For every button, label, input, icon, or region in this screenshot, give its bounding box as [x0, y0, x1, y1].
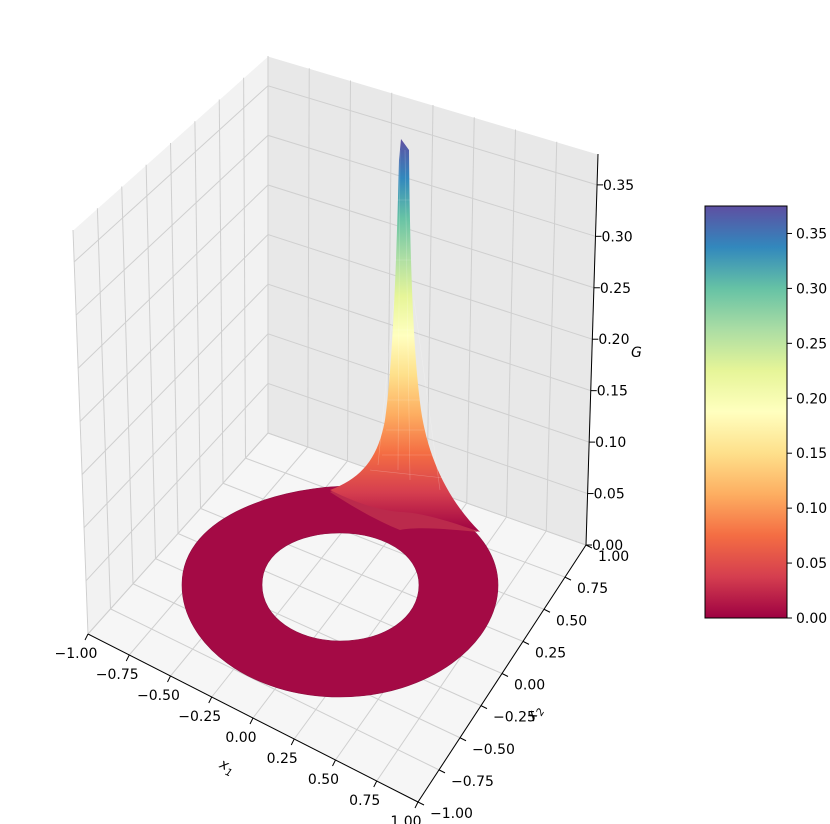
y-tick-labels: −1.00 −0.75 −0.50 −0.25 0.00 0.25 0.50 0.75 1.00	[430, 549, 629, 822]
z-axis-label: G	[631, 345, 642, 361]
x-tick-mark	[332, 759, 336, 767]
colorbar-tick-label: 0.25	[796, 336, 827, 352]
z-tick-label: 0.35	[603, 178, 634, 194]
y-tick-label: −1.00	[430, 806, 473, 822]
y-grid-line	[170, 142, 179, 534]
x-tick-label: −0.50	[137, 688, 180, 704]
x-tick-label: 0.25	[267, 751, 298, 767]
y-tick-mark	[459, 737, 467, 742]
x-tick-labels: −1.00 −0.75 −0.50 −0.250.00 0.25 0.50 0.75 1.00	[55, 646, 422, 824]
x-tick-mark	[84, 633, 89, 641]
z-axis-line	[585, 153, 599, 546]
x-tick-label: −1.00	[55, 646, 98, 662]
x-tick-label: 1.00	[390, 814, 421, 824]
y-tick-mark	[480, 705, 488, 710]
x-grid-line	[426, 104, 434, 490]
x-tick-mark	[414, 801, 419, 809]
x-grid-line	[506, 129, 516, 518]
x-tick-label: 0.75	[349, 793, 380, 809]
z-grid-line	[81, 283, 591, 475]
x-tick-mark	[249, 717, 254, 725]
y-tick-mark	[543, 608, 551, 613]
y-tick-label: −0.75	[451, 774, 494, 790]
x-tick-mark	[290, 738, 295, 746]
z-tick-label: 0.20	[598, 332, 629, 348]
x-grid-line	[545, 141, 558, 532]
x-tick-mark	[208, 696, 213, 704]
z-tick-label: 0.25	[600, 281, 631, 297]
z-grid-line	[79, 234, 593, 422]
y-tick-label: 0.00	[514, 678, 545, 694]
z-grid-line	[85, 382, 588, 582]
colorbar: 0.00 0.05 0.10 0.15 0.20 0.25 0.30 0.35	[704, 205, 827, 627]
x-tick-label: 0.50	[308, 772, 339, 788]
y-grid-line	[243, 77, 246, 459]
y-tick-mark	[417, 801, 425, 806]
y-tick-mark	[522, 640, 530, 645]
annulus-surface	[181, 485, 499, 698]
y-grid-line	[121, 186, 134, 584]
y-tick-label: 0.75	[577, 581, 608, 597]
x-tick-label: −0.25	[178, 709, 221, 725]
y-grid-line	[218, 99, 224, 484]
y-tick-mark	[501, 673, 509, 677]
y-tick-label: −0.50	[472, 742, 515, 758]
z-grid-line	[75, 134, 596, 316]
x-tick-label: −0.75	[96, 667, 139, 683]
colorbar-tick-label: 0.20	[796, 391, 827, 407]
y-tick-mark	[438, 769, 446, 774]
y-grid-line	[145, 164, 156, 559]
colorbar-tick-label: 0.00	[796, 611, 827, 627]
y-grid-line	[110, 608, 440, 771]
z-tick-labels: 0.00 0.05 0.10 0.15 0.20 0.25 0.30 0.35	[592, 178, 634, 554]
x-tick-mark	[373, 780, 378, 788]
x-tick-label: 0.00	[225, 730, 256, 746]
x-axis-label: x1	[215, 756, 237, 780]
z-tick-label: 0.05	[594, 487, 625, 503]
x-grid-line	[466, 117, 475, 504]
z-grid-line	[87, 432, 587, 635]
colorbar-tick-label: 0.15	[796, 446, 827, 462]
x-tick-mark	[167, 675, 171, 683]
colorbar-tick-label: 0.10	[796, 501, 827, 517]
z-tick-label: 0.15	[597, 384, 628, 400]
z-grid-line	[83, 333, 590, 529]
y-tick-label: 0.25	[535, 645, 566, 661]
y-grid-line	[72, 229, 89, 635]
y-tick-label: 1.00	[598, 549, 629, 565]
y-grid-line	[194, 121, 201, 509]
y-tick-mark	[564, 576, 572, 581]
grid-lines	[72, 56, 599, 803]
y-grid-line	[96, 208, 111, 609]
z-grid-line	[77, 184, 595, 369]
colorbar-gradient	[704, 205, 788, 619]
colorbar-tick-label: 0.05	[796, 556, 827, 572]
z-tick-label: 0.30	[601, 229, 632, 245]
x-grid-line	[347, 80, 351, 462]
colorbar-tick-label: 0.30	[796, 281, 827, 297]
surface	[181, 139, 499, 698]
colorbar-tick-label: 0.35	[796, 226, 827, 242]
y-tick-label: 0.50	[556, 613, 587, 629]
peak-surface	[330, 139, 480, 532]
z-tick-label: 0.00	[592, 538, 623, 554]
z-tick-label: 0.10	[595, 435, 626, 451]
x-tick-mark	[125, 654, 130, 662]
z-grid-line	[73, 85, 598, 263]
colorbar-ticks: 0.00 0.05 0.10 0.15 0.20 0.25 0.30 0.35	[787, 226, 827, 627]
peak-facets	[369, 149, 445, 491]
axis-lines	[84, 153, 604, 809]
x-grid-line	[307, 68, 310, 448]
y-tick-label: −0.25	[493, 710, 536, 726]
